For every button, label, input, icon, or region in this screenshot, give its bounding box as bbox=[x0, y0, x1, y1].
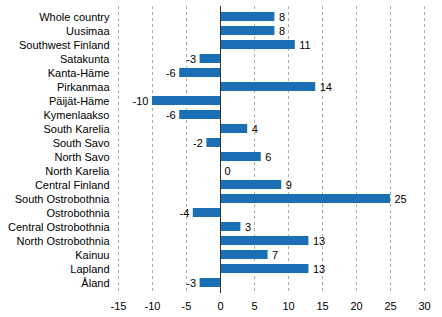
svg-text:8: 8 bbox=[279, 11, 285, 23]
svg-text:North Savo: North Savo bbox=[54, 151, 109, 163]
svg-text:-4: -4 bbox=[180, 207, 190, 219]
svg-text:Southwest Finland: Southwest Finland bbox=[19, 39, 110, 51]
svg-text:Satakunta: Satakunta bbox=[60, 53, 110, 65]
svg-text:8: 8 bbox=[279, 25, 285, 37]
svg-text:30: 30 bbox=[418, 300, 430, 312]
svg-text:4: 4 bbox=[252, 123, 258, 135]
svg-text:3: 3 bbox=[245, 221, 251, 233]
svg-text:9: 9 bbox=[286, 179, 292, 191]
svg-text:10: 10 bbox=[282, 300, 294, 312]
svg-text:-3: -3 bbox=[186, 277, 196, 289]
svg-text:-3: -3 bbox=[186, 53, 196, 65]
svg-text:Lapland: Lapland bbox=[70, 263, 109, 275]
svg-text:Uusimaa: Uusimaa bbox=[66, 25, 110, 37]
svg-text:Central Ostrobothnia: Central Ostrobothnia bbox=[8, 221, 110, 233]
svg-text:-5: -5 bbox=[182, 300, 192, 312]
svg-text:Kainuu: Kainuu bbox=[75, 249, 109, 261]
svg-text:7: 7 bbox=[272, 249, 278, 261]
svg-text:South Savo: South Savo bbox=[53, 137, 110, 149]
svg-text:South Karelia: South Karelia bbox=[43, 123, 110, 135]
svg-text:25: 25 bbox=[395, 193, 407, 205]
svg-text:Åland: Åland bbox=[81, 277, 109, 289]
svg-text:0: 0 bbox=[225, 165, 231, 177]
svg-text:11: 11 bbox=[299, 39, 310, 51]
svg-text:North Ostrobothnia: North Ostrobothnia bbox=[17, 235, 111, 247]
svg-text:14: 14 bbox=[320, 81, 332, 93]
svg-text:-2: -2 bbox=[193, 137, 203, 149]
svg-text:-6: -6 bbox=[166, 109, 176, 121]
svg-text:13: 13 bbox=[313, 263, 325, 275]
svg-text:Kymenlaakso: Kymenlaakso bbox=[43, 109, 109, 121]
svg-text:25: 25 bbox=[384, 300, 396, 312]
svg-text:-15: -15 bbox=[111, 300, 127, 312]
svg-text:13: 13 bbox=[313, 235, 325, 247]
svg-text:Whole country: Whole country bbox=[39, 11, 110, 23]
svg-text:South Ostrobothnia: South Ostrobothnia bbox=[15, 193, 111, 205]
svg-text:0: 0 bbox=[217, 300, 223, 312]
svg-text:-6: -6 bbox=[166, 67, 176, 79]
svg-text:6: 6 bbox=[265, 151, 271, 163]
svg-text:Päijät-Häme: Päijät-Häme bbox=[49, 95, 110, 107]
svg-text:5: 5 bbox=[251, 300, 257, 312]
svg-text:Central Finland: Central Finland bbox=[35, 179, 110, 191]
svg-text:-10: -10 bbox=[133, 95, 149, 107]
svg-text:North Karelia: North Karelia bbox=[45, 165, 110, 177]
svg-text:15: 15 bbox=[316, 300, 328, 312]
svg-text:Pirkanmaa: Pirkanmaa bbox=[57, 81, 110, 93]
svg-text:Kanta-Häme: Kanta-Häme bbox=[48, 67, 110, 79]
svg-text:20: 20 bbox=[350, 300, 362, 312]
svg-text:-10: -10 bbox=[145, 300, 161, 312]
svg-text:Ostrobothnia: Ostrobothnia bbox=[47, 207, 111, 219]
